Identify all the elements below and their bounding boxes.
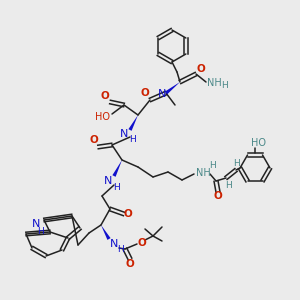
Text: O: O — [138, 238, 146, 248]
Text: O: O — [196, 64, 206, 74]
Text: HO: HO — [250, 138, 266, 148]
Text: O: O — [124, 209, 132, 219]
Text: N: N — [158, 89, 166, 99]
Polygon shape — [101, 225, 111, 240]
Text: NH: NH — [207, 78, 221, 88]
Text: H: H — [129, 136, 135, 145]
Text: O: O — [100, 91, 109, 101]
Text: N: N — [120, 129, 128, 139]
Text: H: H — [232, 158, 239, 167]
Text: O: O — [90, 135, 98, 145]
Text: H: H — [117, 245, 123, 254]
Text: NH: NH — [196, 168, 210, 178]
Text: HO: HO — [94, 112, 110, 122]
Text: H: H — [225, 181, 231, 190]
Text: N: N — [104, 176, 112, 186]
Text: H: H — [112, 182, 119, 191]
Polygon shape — [128, 115, 138, 131]
Text: H: H — [38, 226, 44, 236]
Polygon shape — [112, 160, 122, 177]
Text: H: H — [222, 80, 228, 89]
Text: N: N — [110, 239, 118, 249]
Polygon shape — [165, 82, 180, 94]
Text: O: O — [141, 88, 149, 98]
Text: O: O — [214, 191, 222, 201]
Text: N: N — [32, 219, 40, 229]
Text: O: O — [126, 259, 134, 269]
Text: H: H — [208, 160, 215, 169]
